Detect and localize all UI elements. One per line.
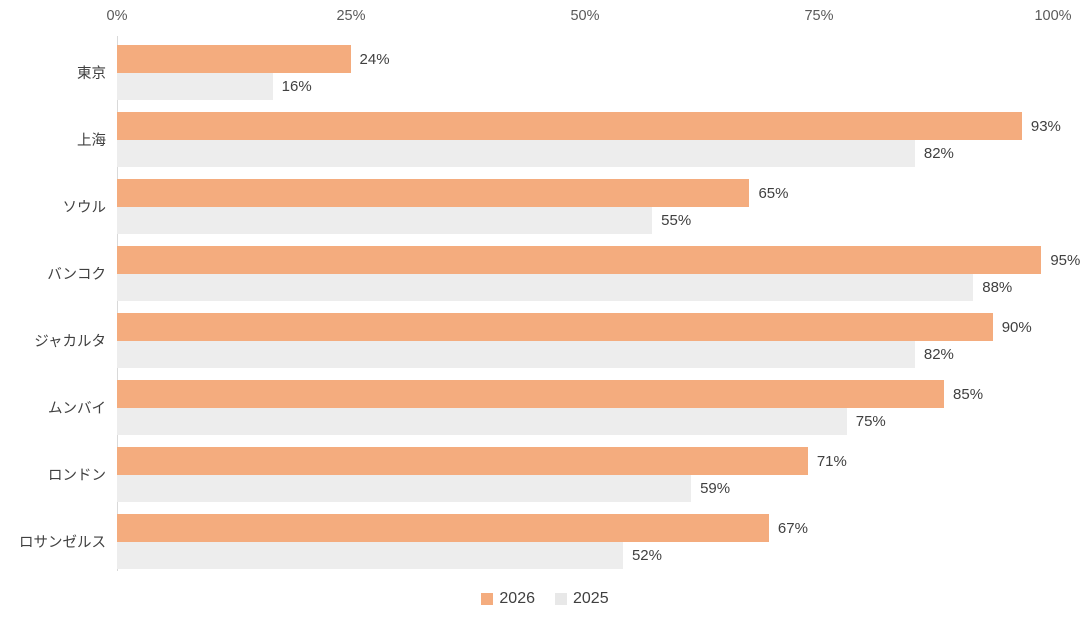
bar-group: 85% 75% xyxy=(117,380,1090,435)
bar-value-label: 85% xyxy=(953,385,984,403)
bar-group: 93% 82% xyxy=(117,112,1090,167)
bar-value-label: 82% xyxy=(923,145,954,162)
chart-row: ジャカルタ 90% 82% xyxy=(0,313,1090,368)
bar-group: 24% 16% xyxy=(117,45,1090,100)
bar-value-label: 16% xyxy=(281,78,312,95)
x-axis-tick: 75% xyxy=(804,8,834,24)
bar-line-2026: 90% xyxy=(117,313,1090,341)
bar-line-2025: 52% xyxy=(117,542,1090,569)
bar-value-label: 93% xyxy=(1030,117,1061,135)
bar-2026 xyxy=(117,112,1022,140)
legend-label: 2025 xyxy=(573,590,609,607)
chart-rows: 東京 24% 16% 上海 93% 82% ソウル 65% 55% バンコク 95% 88% ジャカルタ… xyxy=(0,45,1090,581)
bar-2025 xyxy=(117,207,653,234)
chart-row: バンコク 95% 88% xyxy=(0,246,1090,301)
chart-row: ソウル 65% 55% xyxy=(0,179,1090,234)
chart-row: 上海 93% 82% xyxy=(0,112,1090,167)
category-label: 上海 xyxy=(77,133,106,149)
bar-value-label: 59% xyxy=(700,480,731,497)
bar-line-2025: 59% xyxy=(117,475,1090,502)
bar-value-label: 24% xyxy=(359,50,390,68)
bar-line-2025: 88% xyxy=(117,274,1090,301)
legend-swatch-icon xyxy=(555,593,567,605)
category-label: ロサンゼルス xyxy=(19,535,106,551)
bar-value-label: 67% xyxy=(777,519,808,537)
bar-value-label: 52% xyxy=(631,547,662,564)
bar-line-2026: 67% xyxy=(117,514,1090,542)
bar-line-2025: 82% xyxy=(117,140,1090,167)
bar-line-2025: 16% xyxy=(117,73,1090,100)
x-axis-tick: 25% xyxy=(336,8,366,24)
bar-2025 xyxy=(117,341,915,368)
bar-2026 xyxy=(117,179,750,207)
chart-row: ロサンゼルス 67% 52% xyxy=(0,514,1090,569)
bar-line-2025: 55% xyxy=(117,207,1090,234)
bar-group: 95% 88% xyxy=(117,246,1090,301)
bar-2025 xyxy=(117,542,623,569)
chart-row: ロンドン 71% 59% xyxy=(0,447,1090,502)
x-axis-tick: 50% xyxy=(570,8,600,24)
category-label: ムンバイ xyxy=(48,401,106,417)
bar-line-2026: 65% xyxy=(117,179,1090,207)
category-label: ソウル xyxy=(62,200,107,216)
bar-line-2026: 71% xyxy=(117,447,1090,475)
bar-line-2025: 82% xyxy=(117,341,1090,368)
bar-2025 xyxy=(117,475,692,502)
chart-row: 東京 24% 16% xyxy=(0,45,1090,100)
chart-row: ムンバイ 85% 75% xyxy=(0,380,1090,435)
bar-line-2026: 85% xyxy=(117,380,1090,408)
bar-line-2026: 95% xyxy=(117,246,1090,274)
bar-2026 xyxy=(117,380,945,408)
bar-line-2026: 93% xyxy=(117,112,1090,140)
bar-group: 65% 55% xyxy=(117,179,1090,234)
bar-value-label: 90% xyxy=(1001,318,1032,336)
bar-value-label: 71% xyxy=(816,452,847,470)
bar-line-2025: 75% xyxy=(117,408,1090,435)
legend-swatch-icon xyxy=(481,593,494,605)
bar-2025 xyxy=(117,274,974,301)
bar-2025 xyxy=(117,140,915,167)
x-axis: 0% 25% 50% 75% 100% xyxy=(107,8,1072,30)
bar-value-label: 75% xyxy=(855,413,886,430)
bar-value-label: 65% xyxy=(758,184,789,202)
bar-group: 90% 82% xyxy=(117,313,1090,368)
bar-value-label: 95% xyxy=(1050,251,1081,269)
bar-group: 71% 59% xyxy=(117,447,1090,502)
bar-2026 xyxy=(117,45,351,73)
y-axis-line xyxy=(117,36,118,571)
bar-2026 xyxy=(117,246,1042,274)
legend-item-2026: 2026 xyxy=(481,590,535,608)
x-axis-tick: 0% xyxy=(106,8,128,24)
legend-item-2025: 2025 xyxy=(555,590,609,608)
category-label: 東京 xyxy=(77,66,106,82)
bar-2025 xyxy=(117,73,273,100)
bar-2026 xyxy=(117,313,993,341)
bar-value-label: 88% xyxy=(982,279,1013,296)
category-label: バンコク xyxy=(47,267,106,283)
legend-label: 2026 xyxy=(499,590,535,607)
bar-2026 xyxy=(117,514,769,542)
category-label: ジャカルタ xyxy=(34,334,106,350)
legend: 2026 2025 xyxy=(0,590,1090,608)
bar-2025 xyxy=(117,408,847,435)
bar-group: 67% 52% xyxy=(117,514,1090,569)
x-axis-tick: 100% xyxy=(1034,8,1072,24)
bar-value-label: 82% xyxy=(923,346,954,363)
bar-value-label: 55% xyxy=(661,212,692,229)
bar-line-2026: 24% xyxy=(117,45,1090,73)
bar-2026 xyxy=(117,447,808,475)
category-label: ロンドン xyxy=(48,468,106,484)
